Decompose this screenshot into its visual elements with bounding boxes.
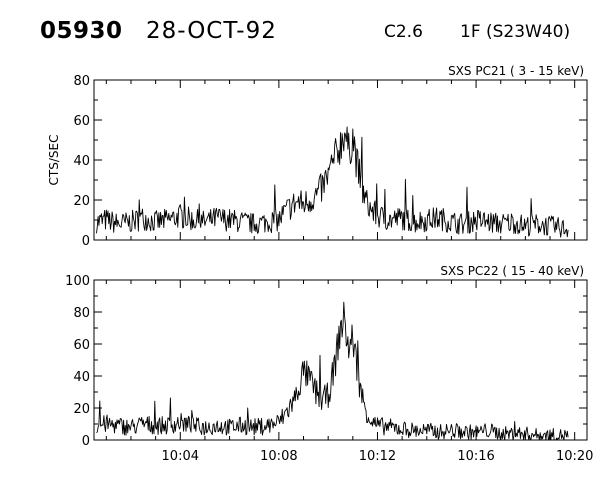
- y-tick-label: 40: [73, 154, 90, 169]
- series-line-1: [96, 126, 569, 238]
- y-tick-label: 20: [73, 194, 90, 209]
- x-tick-label: 10:12: [359, 449, 396, 464]
- plot-frame: [93, 279, 588, 441]
- x-tick-label: 10:08: [260, 449, 297, 464]
- y-tick-label: 100: [65, 274, 90, 289]
- x-tick-label: 10:16: [457, 449, 494, 464]
- event-date: 28-OCT-92: [146, 18, 277, 44]
- plot-frame: [93, 79, 588, 241]
- y-tick-label: 20: [73, 402, 90, 417]
- series-line-1: [96, 301, 569, 441]
- panel-2: SXS PC22 ( 15 - 40 keV) 0 20 40 60 80 100 10:04…: [65, 264, 593, 464]
- y-tick-label: 0: [82, 234, 90, 249]
- y-axis-label: CTS/SEC: [47, 135, 61, 186]
- panel-1: SXS PC21 ( 3 - 15 keV) 0 20 40 60 80 CTS/SEC: [47, 64, 588, 249]
- x-tick-label: 10:20: [556, 449, 593, 464]
- event-id: 05930: [40, 18, 123, 44]
- flare-location: 1F (S23W40): [460, 22, 571, 42]
- panel-title: SXS PC21 ( 3 - 15 keV): [448, 64, 584, 78]
- y-tick-label: 40: [73, 370, 90, 385]
- y-tick-label: 60: [73, 338, 90, 353]
- panel-title: SXS PC22 ( 15 - 40 keV): [440, 264, 584, 278]
- y-tick-label: 0: [82, 434, 90, 449]
- goes-class: C2.6: [384, 22, 423, 42]
- y-tick-label: 80: [73, 306, 90, 321]
- y-tick-label: 80: [73, 74, 90, 89]
- y-tick-label: 60: [73, 114, 90, 129]
- x-tick-label: 10:04: [162, 449, 199, 464]
